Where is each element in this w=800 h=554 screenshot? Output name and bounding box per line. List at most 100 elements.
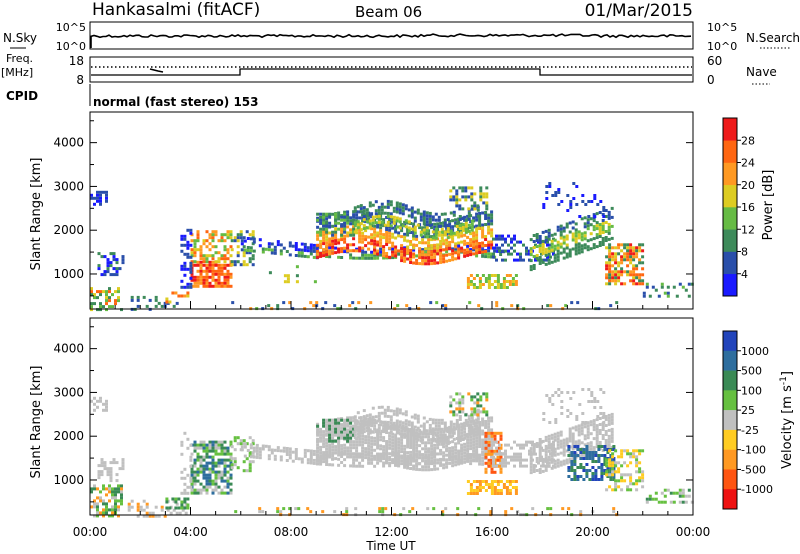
heatmap-cell — [601, 437, 605, 440]
heatmap-cell — [217, 491, 221, 495]
heatmap-cell — [475, 445, 479, 449]
heatmap-cell — [352, 213, 356, 217]
heatmap-cell — [180, 243, 184, 247]
heatmap-cell — [481, 456, 485, 460]
heatmap-cell — [352, 424, 356, 428]
heatmap-cell — [469, 274, 473, 277]
heatmap-cell — [282, 246, 286, 250]
heatmap-cell — [476, 410, 480, 414]
heatmap-cell — [484, 467, 488, 471]
heatmap-cell — [437, 442, 441, 446]
heatmap-cell — [629, 488, 633, 492]
heatmap-cell — [495, 452, 498, 456]
heatmap-cell — [346, 249, 350, 253]
heatmap-cell — [362, 215, 366, 219]
heatmap-cell — [397, 252, 401, 256]
heatmap-cell — [421, 241, 425, 245]
heatmap-cell — [373, 439, 377, 443]
heatmap-cell — [400, 229, 404, 233]
heatmap-cell — [567, 448, 571, 451]
heatmap-cell — [367, 435, 371, 439]
heatmap-cell — [208, 482, 212, 486]
heatmap-cell — [466, 253, 470, 257]
heatmap-cell — [189, 276, 193, 280]
heatmap-cell — [611, 264, 615, 268]
heatmap-cell — [190, 248, 194, 252]
heatmap-cell — [460, 449, 464, 453]
heatmap-cell — [579, 457, 583, 460]
heatmap-cell — [562, 447, 566, 451]
heatmap-cell — [602, 412, 606, 415]
heatmap-cell — [475, 442, 479, 446]
heatmap-cell — [467, 223, 471, 227]
heatmap-cell — [552, 464, 555, 468]
heatmap-cell — [389, 212, 393, 216]
heatmap-cell — [90, 505, 93, 509]
heatmap-cell — [377, 214, 381, 218]
heatmap-cell — [270, 251, 274, 255]
heatmap-cell — [319, 239, 323, 243]
heatmap-cell — [538, 250, 542, 253]
heatmap-cell — [349, 443, 353, 447]
heatmap-cell — [549, 255, 552, 259]
heatmap-cell — [410, 215, 414, 219]
heatmap-cell — [614, 279, 618, 283]
velocity-heatmap — [90, 388, 694, 518]
heatmap-cell — [510, 240, 513, 244]
heatmap-cell — [395, 225, 399, 229]
heatmap-cell — [427, 253, 431, 257]
heatmap-cell — [608, 279, 612, 283]
heatmap-cell — [236, 466, 240, 470]
heatmap-cell — [632, 455, 636, 459]
heatmap-cell — [353, 436, 357, 440]
heatmap-cell — [419, 212, 423, 216]
heatmap-cell — [582, 448, 586, 451]
heatmap-cell — [382, 236, 386, 240]
heatmap-cell — [601, 240, 605, 243]
heatmap-cell — [638, 449, 642, 453]
heatmap-cell — [321, 510, 325, 514]
heatmap-cell — [211, 236, 215, 240]
heatmap-cell — [199, 269, 203, 273]
heatmap-cell — [295, 265, 299, 269]
heatmap-cell — [604, 415, 608, 418]
heatmap-cell — [485, 410, 489, 414]
heatmap-cell — [470, 186, 474, 190]
heatmap-cell — [573, 451, 577, 454]
heatmap-cell — [629, 249, 633, 253]
heatmap-cell — [458, 407, 462, 411]
heatmap-cell — [490, 440, 494, 444]
heatmap-cell — [460, 234, 464, 238]
heatmap-cell — [487, 452, 491, 456]
heatmap-cell — [403, 238, 407, 242]
heatmap-cell — [248, 463, 252, 467]
heatmap-cell — [384, 507, 388, 511]
heatmap-cell — [118, 267, 122, 271]
heatmap-cell — [632, 276, 636, 280]
heatmap-cell — [96, 511, 99, 515]
heatmap-cell — [614, 479, 618, 483]
heatmap-cell — [481, 226, 485, 230]
heatmap-cell — [547, 449, 551, 453]
heatmap-cell — [472, 216, 476, 220]
heatmap-cell — [487, 216, 491, 220]
heatmap-cell — [472, 286, 476, 289]
heatmap-cell — [352, 256, 356, 260]
heatmap-cell — [190, 272, 194, 276]
heatmap-cell — [460, 422, 464, 426]
heatmap-cell — [361, 434, 365, 438]
heatmap-cell — [452, 198, 456, 202]
heatmap-cell — [430, 226, 434, 230]
heatmap-cell — [490, 492, 494, 495]
heatmap-cell — [398, 220, 402, 224]
heatmap-cell — [211, 458, 215, 462]
heatmap-cell — [373, 233, 377, 237]
heatmap-cell — [591, 454, 595, 457]
heatmap-cell — [612, 457, 616, 460]
heatmap-cell — [385, 216, 389, 219]
heatmap-cell — [316, 433, 320, 437]
heatmap-cell — [635, 276, 639, 280]
heatmap-cell — [236, 236, 240, 240]
heatmap-cell — [501, 464, 504, 468]
